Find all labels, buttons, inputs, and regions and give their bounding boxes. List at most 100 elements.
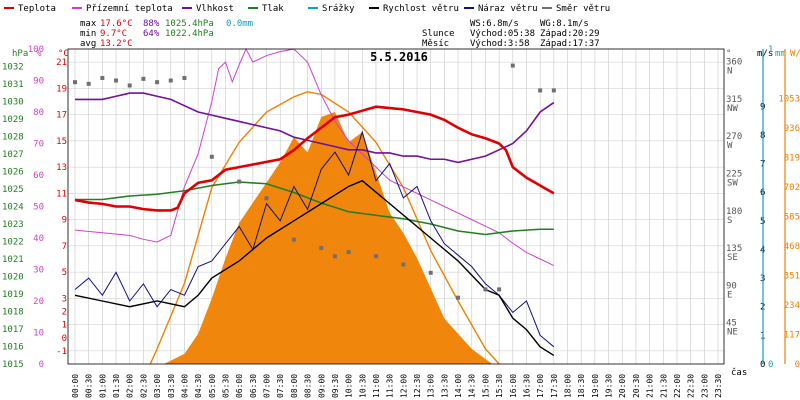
x-axis-label: čas bbox=[731, 367, 747, 378]
x-tick-label: 23:30 bbox=[714, 374, 723, 398]
x-tick-label: 06:30 bbox=[249, 374, 258, 398]
solar-tick: 468 bbox=[784, 242, 800, 252]
wind-dir-point bbox=[168, 78, 173, 83]
x-tick-label: 10:00 bbox=[345, 374, 354, 398]
x-tick-label: 21:30 bbox=[659, 374, 668, 398]
x-tick-label: 12:30 bbox=[413, 374, 422, 398]
humidity-tick: 80 bbox=[33, 108, 44, 118]
wind-dir-tick: 315 bbox=[726, 95, 742, 105]
pressure-tick: 1032 bbox=[2, 63, 24, 73]
legend-label: Rychlost větru bbox=[383, 4, 459, 14]
humidity-tick: 90 bbox=[33, 77, 44, 87]
humidity-tick: 20 bbox=[33, 297, 44, 307]
ground-temp-line bbox=[74, 47, 555, 267]
wind-dir-point bbox=[73, 80, 77, 85]
solar-tick: 0 bbox=[795, 360, 800, 370]
temperature-tick: 5 bbox=[62, 268, 67, 278]
x-tick-label: 09:30 bbox=[331, 374, 340, 398]
x-tick-label: 22:30 bbox=[687, 374, 696, 398]
humidity-tick: 70 bbox=[33, 140, 44, 150]
humidity-tick: 40 bbox=[33, 234, 44, 244]
wind-gust-stat: WG:8.1m/s bbox=[540, 19, 589, 29]
wind-dir-point bbox=[346, 250, 351, 255]
pressure-tick: 1020 bbox=[2, 273, 24, 283]
humidity-tick: 60 bbox=[33, 171, 44, 181]
pressure-tick: 1021 bbox=[2, 255, 24, 265]
wind-dir-point bbox=[483, 287, 488, 292]
temperature-tick: 9 bbox=[62, 216, 67, 226]
stats-temp: 9.7°C bbox=[100, 29, 127, 39]
temperature-tick: 1 bbox=[62, 321, 67, 331]
pressure-tick: 1030 bbox=[2, 98, 24, 108]
wind-dir-compass: S bbox=[727, 216, 732, 226]
x-tick-label: 11:00 bbox=[372, 374, 381, 398]
wind-dir-compass: SE bbox=[727, 253, 738, 263]
stats-row-label: min bbox=[80, 29, 96, 39]
legend-label: Tlak bbox=[262, 4, 284, 14]
x-tick-label: 19:00 bbox=[591, 374, 600, 398]
legend-label: Náraz větru bbox=[478, 4, 538, 14]
x-tick-label: 02:30 bbox=[139, 374, 148, 398]
moonrise: Východ:3:58 bbox=[470, 39, 530, 49]
solar-tick: 351 bbox=[784, 272, 800, 282]
pressure-tick: 1022 bbox=[2, 238, 24, 248]
x-tick-label: 17:00 bbox=[536, 374, 545, 398]
moonset: Západ:17:37 bbox=[540, 39, 600, 49]
x-tick-label: 05:00 bbox=[208, 374, 217, 398]
wind-speed-line bbox=[74, 179, 555, 357]
x-tick-label: 03:00 bbox=[153, 374, 162, 398]
x-tick-label: 13:00 bbox=[427, 374, 436, 398]
stats-humidity: 64% bbox=[143, 29, 160, 39]
sunset: Západ:20:29 bbox=[540, 29, 600, 39]
wind-dir-point bbox=[100, 76, 105, 81]
solar-tick: 117 bbox=[784, 331, 800, 341]
stats-pressure: 1022.4hPa bbox=[165, 29, 214, 39]
legend-label: Teplota bbox=[18, 4, 56, 14]
plot-area bbox=[67, 47, 725, 365]
wind-dir-compass: N bbox=[727, 67, 732, 77]
temperature-tick: 3 bbox=[62, 294, 67, 304]
wind-dir-point bbox=[456, 295, 461, 300]
wind-dir-point bbox=[319, 245, 324, 250]
wind-dir-point bbox=[209, 154, 214, 159]
pressure-tick: 1017 bbox=[2, 325, 24, 335]
wind-speed-tick: 0 bbox=[760, 360, 765, 370]
rain-tick: 1 bbox=[768, 45, 773, 55]
temperature-tick: -1 bbox=[56, 347, 67, 357]
humidity-tick: 10 bbox=[33, 329, 44, 339]
wind-dir-tick: 270 bbox=[726, 132, 742, 142]
x-tick-label: 03:30 bbox=[167, 374, 176, 398]
pressure-tick: 1027 bbox=[2, 150, 24, 160]
wind-dir-tick: 135 bbox=[726, 244, 742, 254]
wind-dir-compass: W bbox=[727, 141, 733, 151]
temperature-tick: 11 bbox=[56, 189, 67, 199]
x-tick-label: 21:00 bbox=[646, 374, 655, 398]
wind-dir-point bbox=[510, 63, 515, 68]
pressure-tick: 1018 bbox=[2, 308, 24, 318]
wind-sun-info: WS:6.8m/s WG:8.1m/s Slunce Východ:05:38 Zápa… bbox=[422, 19, 600, 49]
x-tick-label: 20:00 bbox=[618, 374, 627, 398]
legend-label: Přízemní teplota bbox=[86, 4, 173, 14]
humidity-tick: 30 bbox=[33, 266, 44, 276]
x-tick-label: 10:30 bbox=[358, 374, 367, 398]
x-tick-label: 06:00 bbox=[235, 374, 244, 398]
humidity-line bbox=[75, 92, 555, 164]
wind-dir-point bbox=[182, 76, 187, 81]
stats-temp: 17.6°C bbox=[100, 19, 133, 29]
solar-tick: 936 bbox=[784, 124, 800, 134]
x-tick-label: 20:30 bbox=[632, 374, 641, 398]
wind-speed-stat: WS:6.8m/s bbox=[470, 19, 519, 29]
temperature-line bbox=[74, 105, 555, 212]
x-tick-label: 15:00 bbox=[481, 374, 490, 398]
wind-dir-point bbox=[291, 237, 296, 242]
wind-dir-compass: SW bbox=[727, 178, 738, 188]
temperature-tick: 21 bbox=[56, 58, 67, 68]
x-tick-label: 17:30 bbox=[550, 374, 559, 398]
chart-title: 5.5.2016 bbox=[370, 50, 428, 64]
x-tick-label: 13:30 bbox=[440, 374, 449, 398]
humidity-tick: 100 bbox=[28, 45, 44, 55]
legend-label: Vlhkost bbox=[196, 4, 234, 14]
wind-gust-line bbox=[74, 130, 555, 348]
temperature-tick: 7 bbox=[62, 242, 67, 252]
solar-tick: 1053 bbox=[778, 95, 800, 105]
